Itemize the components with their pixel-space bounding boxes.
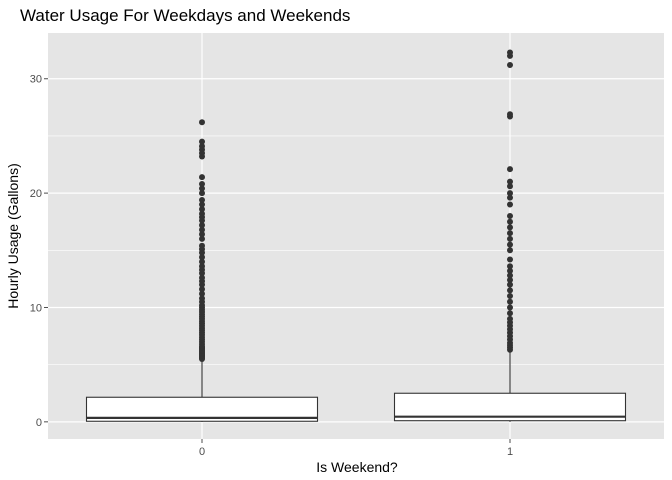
chart-title: Water Usage For Weekdays and Weekends <box>20 6 350 25</box>
outlier-point <box>507 212 513 219</box>
outlier-point <box>507 263 513 270</box>
outlier-point <box>507 62 513 69</box>
outlier-point <box>199 274 205 281</box>
y-axis: 0 10 20 30 <box>30 74 48 429</box>
outlier-point <box>199 286 205 293</box>
y-tick-label: 0 <box>36 417 42 429</box>
outlier-point <box>199 295 205 302</box>
outlier-point <box>507 256 513 263</box>
outlier-point <box>507 310 513 317</box>
outlier-point <box>507 235 513 242</box>
outlier-point <box>199 258 205 265</box>
x-axis-title: Is Weekend? <box>316 459 398 475</box>
outlier-point <box>199 190 205 197</box>
outlier-point <box>507 194 513 201</box>
outlier-point <box>507 190 513 197</box>
outlier-point <box>507 218 513 225</box>
x-tick-label: 1 <box>507 446 513 458</box>
outlier-point <box>507 201 513 208</box>
outlier-point <box>507 178 513 185</box>
outlier-point <box>507 293 513 300</box>
outlier-point <box>199 196 205 203</box>
outlier-point <box>199 263 205 270</box>
outlier-point <box>199 180 205 187</box>
y-axis-title: Hourly Usage (Gallons) <box>5 163 21 309</box>
outlier-point <box>199 138 205 145</box>
outlier-point <box>507 183 513 190</box>
outlier-point <box>507 298 513 305</box>
outlier-point <box>507 241 513 248</box>
outlier-point <box>199 231 205 238</box>
outlier-point <box>199 210 205 217</box>
y-tick-label: 20 <box>30 188 42 200</box>
outlier-point <box>199 185 205 192</box>
outlier-point <box>199 201 205 208</box>
box-0 <box>85 119 319 422</box>
outlier-point <box>507 281 513 288</box>
outlier-point <box>199 235 205 242</box>
outlier-point <box>507 315 513 322</box>
outlier-point <box>199 174 205 181</box>
outlier-point <box>507 247 513 254</box>
outlier-point <box>507 111 513 118</box>
outlier-point <box>507 224 513 231</box>
outlier-point <box>199 119 205 126</box>
outlier-point <box>199 206 205 213</box>
outlier-point <box>507 287 513 294</box>
outlier-point <box>507 166 513 173</box>
outlier-point <box>199 254 205 261</box>
outlier-point <box>199 290 205 297</box>
outlier-point <box>199 222 205 229</box>
outlier-point <box>199 143 205 150</box>
outlier-point <box>199 226 205 233</box>
outlier-point <box>507 230 513 237</box>
x-tick-label: 0 <box>199 446 205 458</box>
y-tick-label: 30 <box>30 74 42 86</box>
outlier-point <box>507 272 513 279</box>
outlier-point <box>507 267 513 274</box>
boxes <box>85 49 627 422</box>
plot-panel <box>48 33 664 439</box>
outlier-point <box>507 277 513 284</box>
box-1 <box>393 49 627 422</box>
outlier-point <box>199 242 205 249</box>
outlier-point <box>507 49 513 56</box>
y-tick-label: 10 <box>30 302 42 314</box>
outlier-point <box>507 304 513 311</box>
